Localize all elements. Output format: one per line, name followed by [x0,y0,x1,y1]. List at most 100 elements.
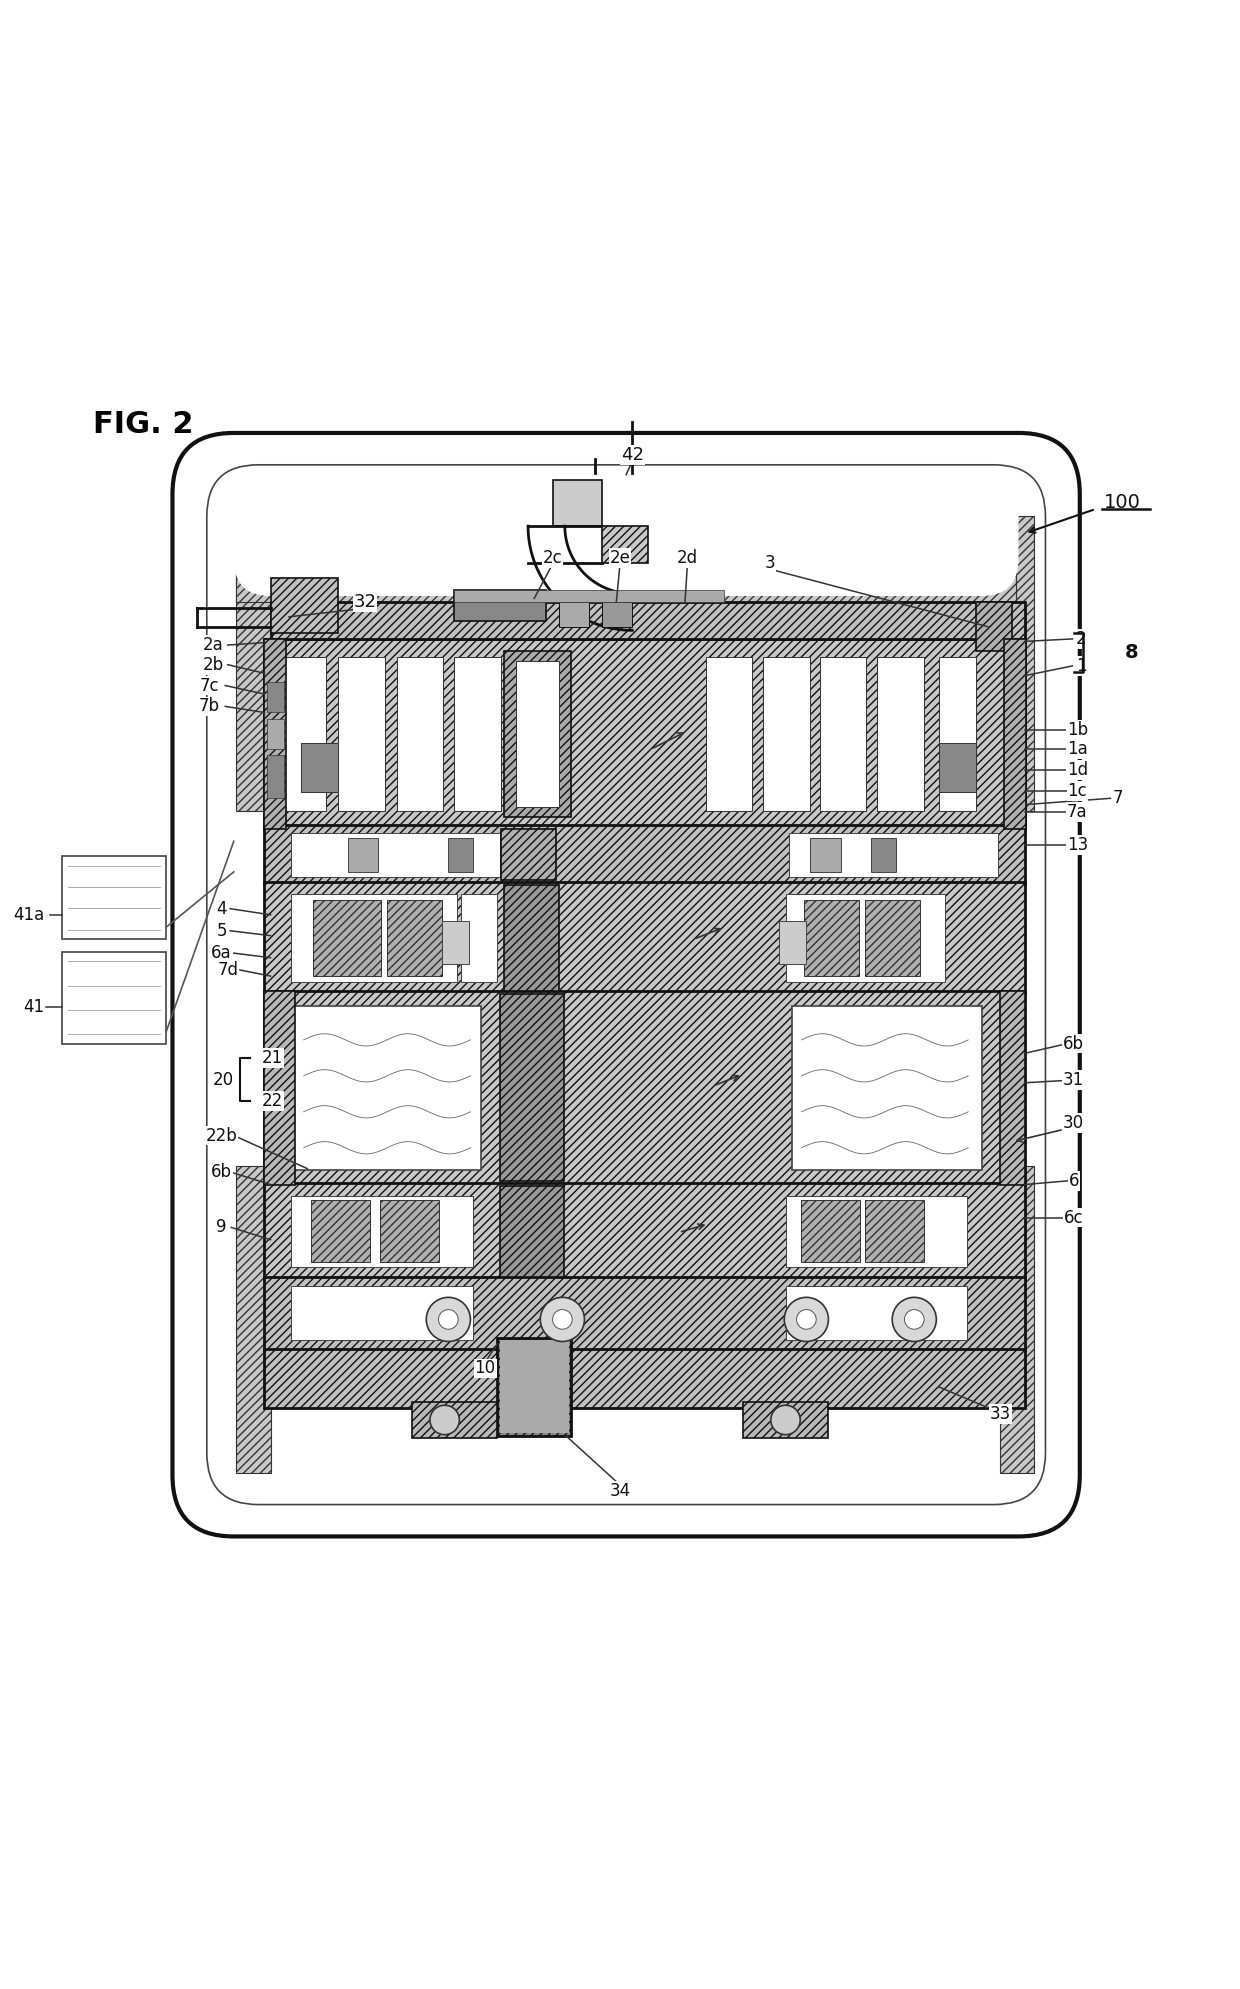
Text: 30: 30 [1063,1114,1084,1132]
Text: 22b: 22b [206,1126,237,1144]
Bar [455,591,547,621]
Text: 6b: 6b [1063,1034,1084,1052]
Bar [291,1006,481,1170]
Text: 3: 3 [764,553,775,573]
Bar [291,1195,472,1267]
Text: 7d: 7d [217,961,238,979]
Bar [460,893,497,983]
Text: 100: 100 [1105,493,1141,513]
Bar [801,1201,861,1261]
Text: 32: 32 [353,593,377,611]
Text: 42: 42 [621,446,644,463]
FancyBboxPatch shape [234,473,1018,597]
FancyBboxPatch shape [172,434,1080,1536]
Circle shape [784,1297,828,1341]
Text: 4: 4 [216,899,227,917]
Text: 31: 31 [1063,1072,1084,1090]
Bar [237,517,270,812]
Bar [516,660,559,808]
Circle shape [541,1297,584,1341]
Text: 2: 2 [1076,631,1086,648]
Bar [1001,517,1034,812]
Text: 2a: 2a [202,636,223,654]
Text: 20: 20 [212,1072,234,1090]
Circle shape [430,1406,459,1434]
Text: 7c: 7c [200,676,219,694]
Bar [500,994,564,1181]
Text: 1d: 1d [1066,762,1087,780]
Bar [497,1339,570,1436]
Bar [264,638,1024,829]
Bar [387,901,443,977]
Bar [501,829,557,881]
Text: 2d: 2d [677,549,698,567]
Bar [291,893,456,983]
Bar [820,656,867,812]
Bar [449,837,472,871]
Circle shape [771,1406,800,1434]
Bar [237,519,1016,603]
Bar [553,479,601,527]
Bar [267,682,284,712]
Bar [455,656,501,812]
Bar [291,1287,472,1341]
Bar [706,656,753,812]
Bar [601,527,649,563]
Bar [314,901,381,977]
Bar [1001,1166,1034,1472]
Bar [872,837,895,871]
Circle shape [796,1309,816,1329]
Text: 8: 8 [1125,642,1138,662]
Bar [264,1349,1024,1408]
Text: 2b: 2b [202,656,223,674]
Bar [267,756,284,798]
Text: 9: 9 [216,1219,227,1237]
Circle shape [893,1297,936,1341]
Text: 6c: 6c [1064,1209,1084,1227]
Text: 6a: 6a [211,945,232,963]
Text: 41: 41 [24,998,45,1016]
Bar [866,901,920,977]
Bar [743,1402,828,1438]
Bar [500,1341,568,1434]
Bar [785,1195,967,1267]
Text: 34: 34 [609,1482,631,1500]
Bar [455,591,724,603]
Bar [264,638,286,829]
Bar [523,627,541,1436]
Text: 2c: 2c [543,549,563,567]
Bar [62,951,166,1044]
Bar [62,855,166,939]
Bar [267,718,284,750]
Bar [866,1201,924,1261]
Text: 1a: 1a [1066,740,1087,758]
Bar [804,901,859,977]
Bar [503,885,559,991]
Text: 1c: 1c [1068,782,1087,800]
Bar [264,991,1024,1185]
Bar [283,656,326,812]
Bar [237,1166,270,1472]
Bar [443,921,469,965]
Bar [412,1402,497,1438]
Text: 13: 13 [1066,835,1087,853]
Bar [264,1183,1024,1279]
Text: 21: 21 [262,1050,283,1068]
Bar [270,577,339,633]
Circle shape [439,1309,458,1329]
Bar [270,603,1024,638]
Bar [939,744,976,792]
Circle shape [427,1297,470,1341]
Bar [264,1277,1024,1351]
Bar [976,603,1012,650]
Circle shape [904,1309,924,1329]
Bar [939,656,976,812]
Bar [785,893,945,983]
Text: 1: 1 [1076,656,1086,674]
Bar [503,650,570,817]
Text: FIG. 2: FIG. 2 [93,410,193,440]
Text: 6: 6 [1069,1172,1079,1189]
Bar [347,837,378,871]
Text: 1b: 1b [1066,720,1087,738]
Text: 7b: 7b [198,698,219,716]
